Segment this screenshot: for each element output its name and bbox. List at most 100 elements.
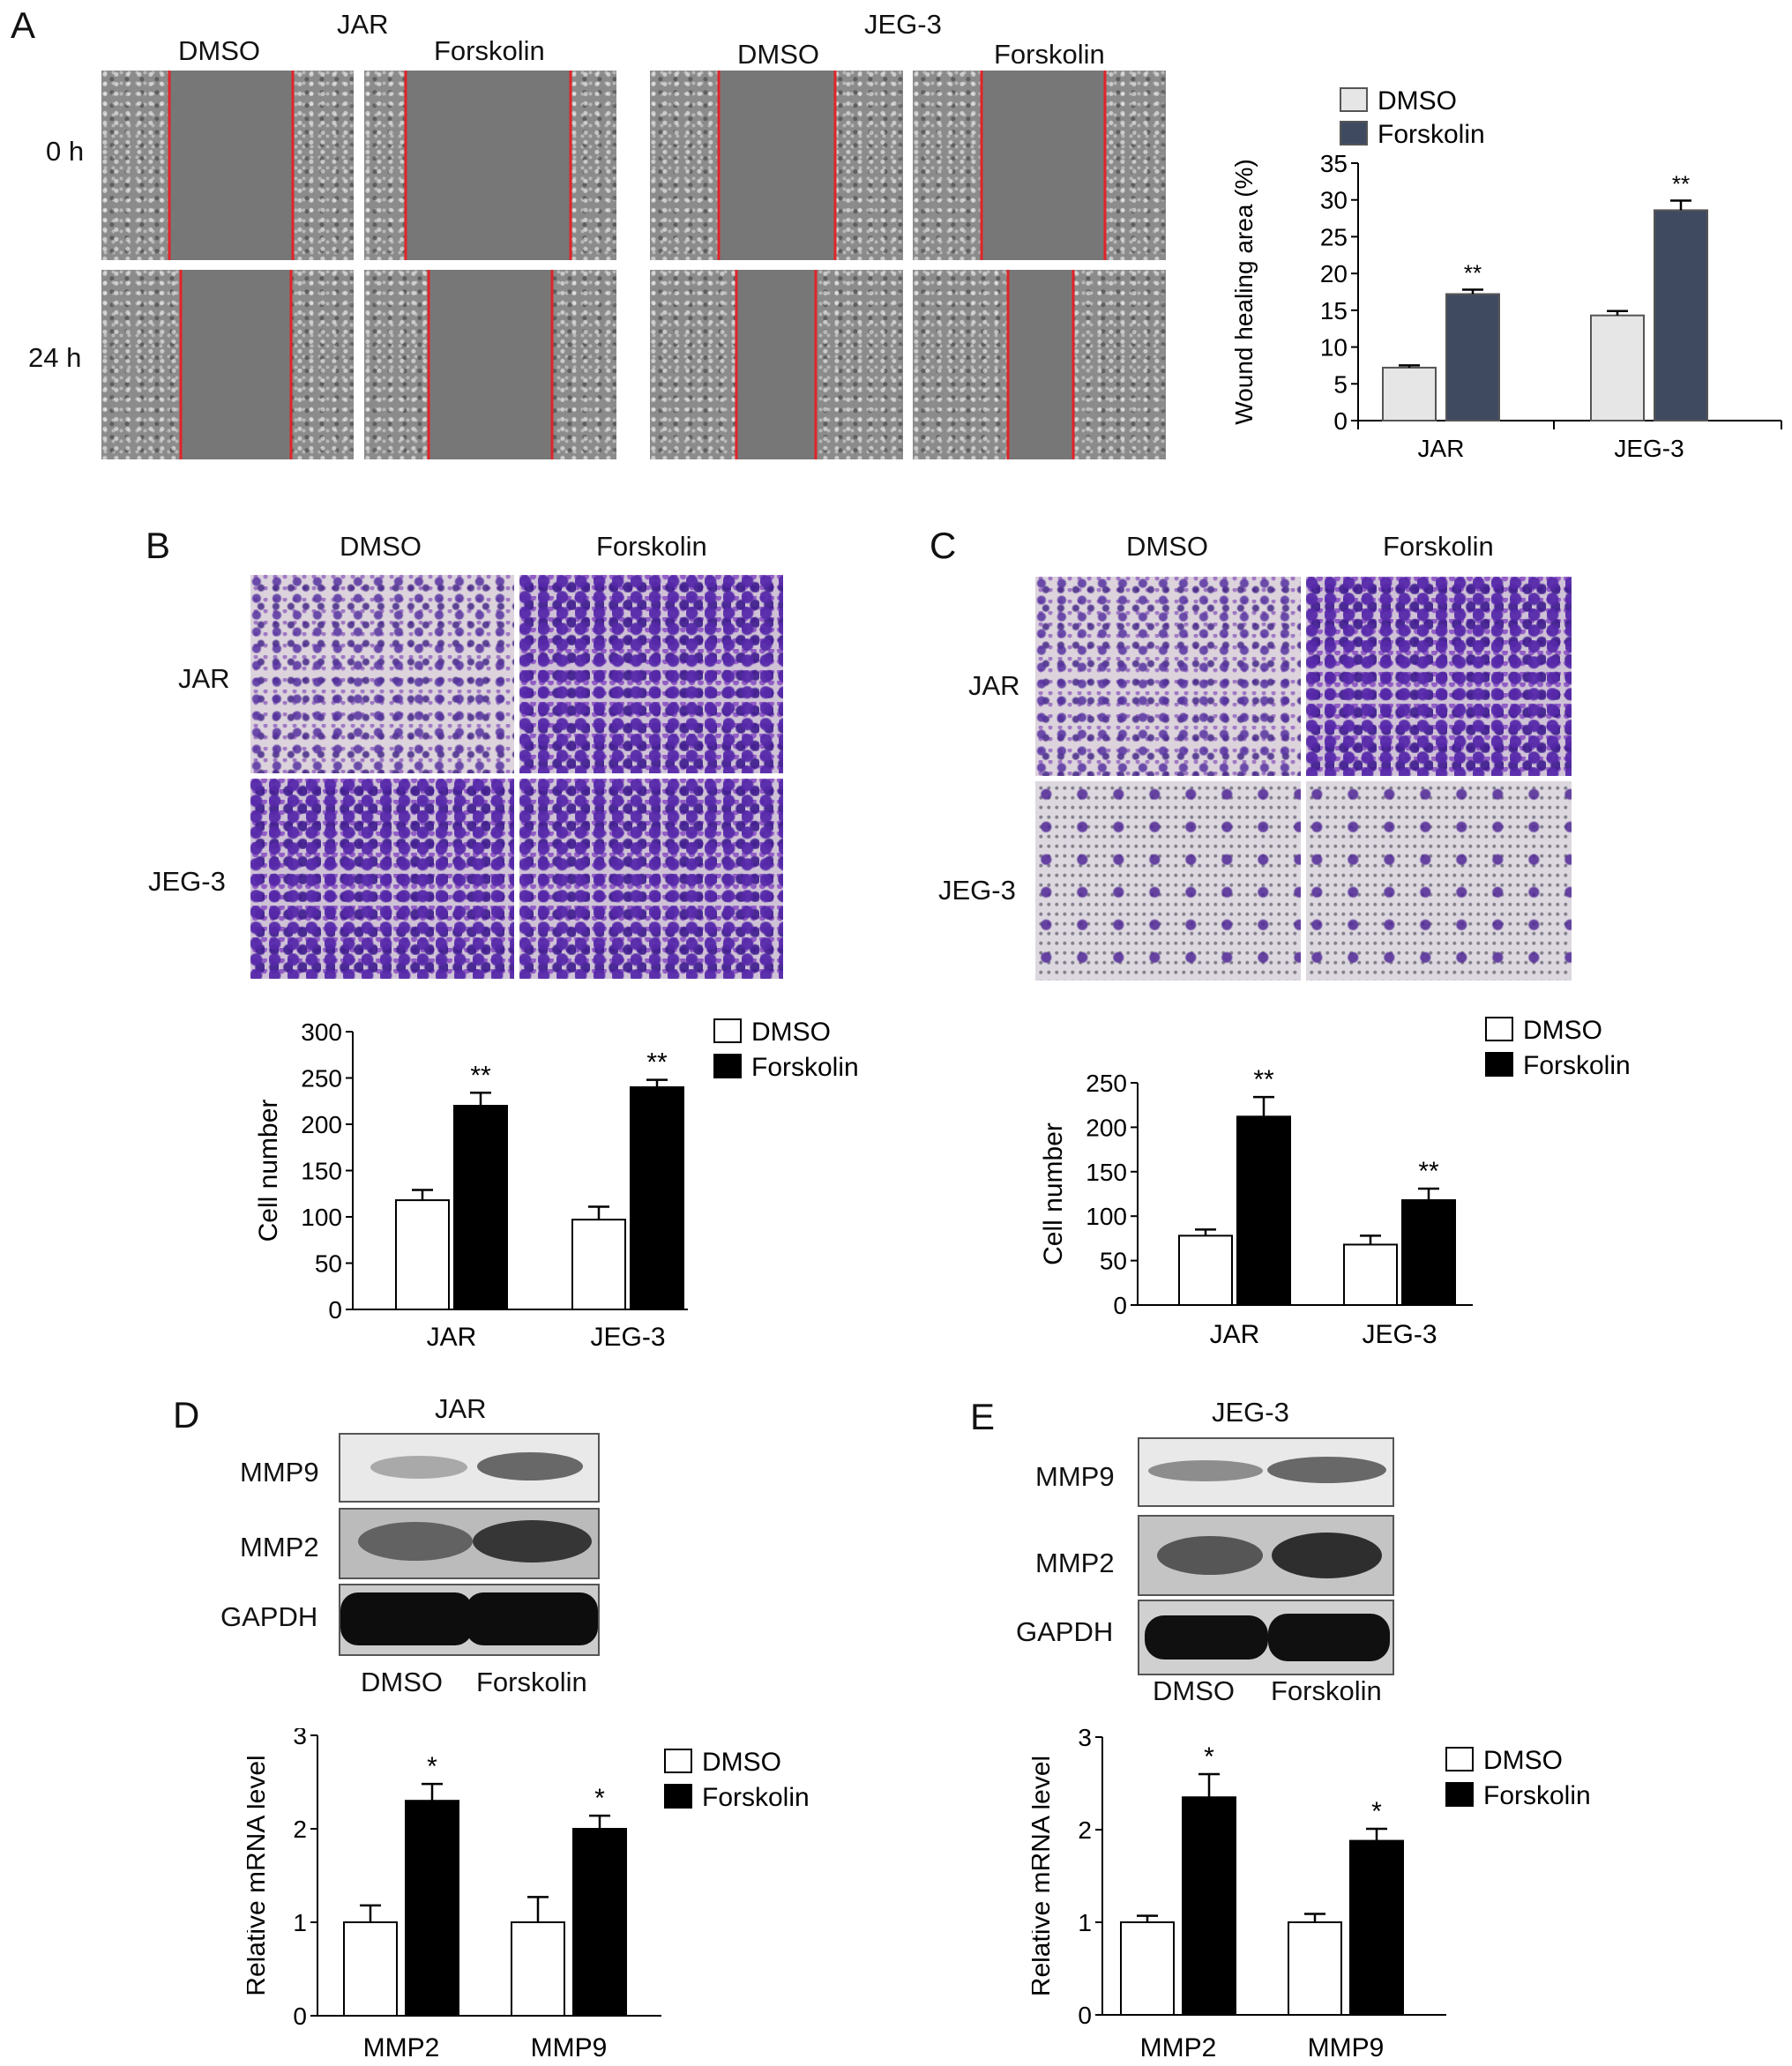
panel-a-jeg-dmso-label: DMSO: [737, 39, 819, 70]
chart-e-category-label: MMP9: [1308, 2033, 1385, 2062]
chart-a-ytick-label: 5: [1333, 370, 1348, 398]
chart-c-legend-swatch: [1485, 1017, 1513, 1041]
blot-d-mmp9-strip: [339, 1433, 600, 1503]
chart-a-significance-mark: **: [1672, 171, 1690, 198]
chart-b-ytick-label: 250: [301, 1065, 342, 1093]
chart-d-mrna: 0 1 2 3 Relative mRNA level MMP2 MMP9 * * DMSO For…: [247, 1728, 810, 2062]
chart-c-significance-mark: **: [1253, 1065, 1274, 1094]
panel-d-title: JAR: [435, 1393, 487, 1424]
chart-b-legend-label: Forskolin: [751, 1053, 859, 1082]
chart-b-legend-swatch: [713, 1054, 742, 1078]
transwell-c-jar-forskolin: [1306, 577, 1572, 776]
panel-e-title: JEG-3: [1212, 1397, 1289, 1428]
wound-gap-shading: [169, 71, 1105, 459]
chart-e-significance-mark: *: [1204, 1742, 1214, 1771]
chart-b-bar: [630, 1086, 684, 1310]
transwell-b-jeg-dmso: [250, 779, 514, 979]
blot-e-mmp2-strip: [1138, 1515, 1394, 1596]
transwell-b-jar-forskolin: [519, 575, 783, 773]
wound-edge-red-lines: [168, 71, 1107, 459]
wound-edge-lines: [168, 71, 1107, 459]
chart-a-bar: [1445, 293, 1500, 421]
panel-a-jar-label: JAR: [337, 9, 389, 40]
chart-b-bar: [571, 1219, 626, 1310]
blot-d-row-gapdh: GAPDH: [220, 1601, 318, 1632]
blot-d-mmp2-strip: [339, 1508, 600, 1579]
chart-c-bar: [1178, 1234, 1233, 1307]
chart-a-bar: [1590, 314, 1645, 421]
blot-e-gapdh-strip: [1138, 1600, 1394, 1675]
blot-d-gapdh-strip: [339, 1584, 600, 1656]
chart-a-legend-swatch: [1340, 87, 1368, 112]
chart-a-significance-mark: **: [1464, 259, 1482, 286]
chart-a-bar: [1382, 366, 1437, 421]
panel-c-forskolin-label: Forskolin: [1383, 531, 1494, 562]
chart-d-ytick-label: 2: [293, 1816, 307, 1843]
chart-b-significance-mark: **: [646, 1048, 668, 1078]
transwell-c-jeg-dmso: [1035, 781, 1301, 981]
blot-d-row-mmp9: MMP9: [240, 1457, 319, 1488]
chart-a-bar: [1654, 209, 1708, 421]
chart-d-legend-swatch: [664, 1784, 692, 1809]
chart-d-significance-mark: *: [427, 1752, 437, 1781]
chart-e-ylabel: Relative mRNA level: [1032, 1756, 1056, 1996]
panel-c-letter: C: [930, 525, 957, 566]
blot-e-lane-dmso: DMSO: [1153, 1675, 1235, 1706]
panel-d-letter: D: [173, 1394, 200, 1436]
panel-a-jeg-forskolin-label: Forskolin: [994, 39, 1105, 70]
chart-c-category-label: JEG-3: [1362, 1320, 1437, 1349]
blot-e-row-mmp2: MMP2: [1035, 1548, 1115, 1578]
blot-e-row-mmp9: MMP9: [1035, 1461, 1115, 1492]
chart-a-ytick-label: 35: [1320, 150, 1348, 177]
panel-b-letter: B: [146, 525, 171, 566]
blot-e-row-gapdh: GAPDH: [1016, 1616, 1114, 1647]
panel-a-letter: A: [11, 4, 36, 46]
blot-d-row-mmp2: MMP2: [240, 1532, 319, 1563]
chart-e-ytick-label: 1: [1078, 1909, 1092, 1936]
panel-b-row-jar: JAR: [178, 663, 230, 694]
transwell-b-jeg-forskolin: [519, 779, 783, 979]
chart-d-category-label: MMP9: [531, 2033, 608, 2062]
chart-d-ytick-label: 0: [293, 2003, 307, 2030]
chart-a-category-label: JEG-3: [1614, 435, 1684, 462]
chart-e-ytick-label: 0: [1078, 2002, 1092, 2029]
panel-e-letter: E: [970, 1396, 996, 1437]
chart-d-bar: [511, 1921, 565, 2017]
chart-d-ytick-label: 1: [293, 1909, 307, 1936]
chart-a-category-label: JAR: [1418, 435, 1465, 462]
chart-b-ytick-label: 100: [301, 1204, 342, 1231]
panel-c-row-jar: JAR: [968, 670, 1020, 701]
chart-d-ytick-label: 3: [293, 1728, 307, 1749]
chart-b-migration: 0 50 100 150 200 250 300 Cell number JAR JEG-3 ** *…: [254, 1018, 859, 1352]
chart-c-ytick-label: 200: [1086, 1114, 1127, 1141]
chart-e-significance-mark: *: [1371, 1797, 1382, 1826]
chart-a-ytick-label: 30: [1320, 187, 1348, 214]
chart-b-category-label: JAR: [427, 1323, 477, 1352]
chart-b-ytick-label: 0: [328, 1296, 342, 1324]
panel-b-dmso-label: DMSO: [340, 531, 422, 562]
chart-b-ytick-label: 150: [301, 1158, 342, 1185]
chart-e-ytick-label: 3: [1078, 1728, 1092, 1751]
chart-d-legend-label: Forskolin: [702, 1783, 810, 1812]
chart-a-legend-label: DMSO: [1378, 86, 1457, 116]
panel-c-row-jeg: JEG-3: [938, 875, 1016, 906]
chart-c-legend-swatch: [1485, 1052, 1513, 1077]
panel-a-row-24h: 24 h: [28, 342, 82, 373]
chart-b-ytick-label: 300: [301, 1018, 342, 1046]
chart-c-category-label: JAR: [1210, 1320, 1260, 1349]
chart-b-ylabel: Cell number: [254, 1100, 283, 1242]
chart-b-category-label: JEG-3: [590, 1323, 665, 1352]
blot-d-lane-forskolin: Forskolin: [476, 1667, 587, 1697]
panel-b-row-jeg: JEG-3: [148, 866, 226, 897]
chart-a-ytick-label: 25: [1320, 223, 1348, 250]
chart-c-invasion: 0 50 100 150 200 250 Cell number JAR JEG-3 ** ** DM…: [1039, 1016, 1631, 1349]
chart-c-ytick-label: 150: [1086, 1159, 1127, 1186]
chart-c-ytick-label: 250: [1086, 1070, 1127, 1097]
transwell-c-jar-dmso: [1035, 577, 1301, 776]
chart-b-significance-mark: **: [470, 1061, 491, 1090]
chart-c-significance-mark: **: [1418, 1157, 1439, 1186]
chart-e-legend-label: Forskolin: [1483, 1781, 1591, 1810]
chart-a-ytick-label: 15: [1320, 297, 1348, 324]
transwell-c-jeg-forskolin: [1306, 781, 1572, 981]
chart-e-category-label: MMP2: [1140, 2033, 1217, 2062]
